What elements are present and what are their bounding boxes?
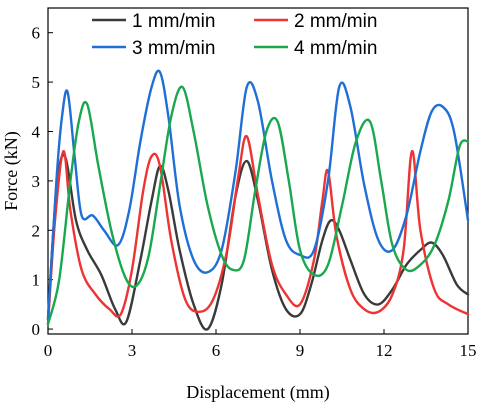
legend: 1 mm/min 2 mm/min 3 mm/min 4 mm/min xyxy=(89,11,439,59)
y-tick-label: 2 xyxy=(32,221,41,240)
plot-frame xyxy=(47,7,469,335)
legend-bg xyxy=(251,11,439,31)
legend-label: 3 mm/min xyxy=(132,38,215,59)
y-tick-label: 4 xyxy=(32,122,41,141)
x-tick-label: 12 xyxy=(376,341,393,360)
legend-label: 4 mm/min xyxy=(294,38,377,59)
y-tick-label: 5 xyxy=(32,73,41,92)
y-tick-label: 1 xyxy=(32,271,41,290)
x-tick-label: 15 xyxy=(460,341,477,360)
series-line-4 xyxy=(46,85,470,326)
y-tick-label: 0 xyxy=(32,320,41,339)
y-axis-title: Force (kN) xyxy=(1,131,22,210)
legend-bg xyxy=(251,38,439,58)
series-line-2 xyxy=(46,135,470,326)
x-tick-label: 3 xyxy=(128,341,137,360)
y-tick-label: 3 xyxy=(32,172,41,191)
x-tick-label: 6 xyxy=(212,341,221,360)
x-tick-label: 9 xyxy=(296,341,305,360)
legend-label: 1 mm/min xyxy=(132,11,215,32)
legend-bg xyxy=(89,38,277,58)
y-tick-label: 6 xyxy=(32,24,41,43)
x-tick-label: 0 xyxy=(44,341,53,360)
legend-bg xyxy=(89,11,277,31)
series-line-3 xyxy=(46,69,470,321)
legend-label: 2 mm/min xyxy=(294,11,377,32)
series-lines xyxy=(46,69,470,331)
series-line-1 xyxy=(46,153,470,331)
x-axis-title: Displacement (mm) xyxy=(186,382,329,403)
